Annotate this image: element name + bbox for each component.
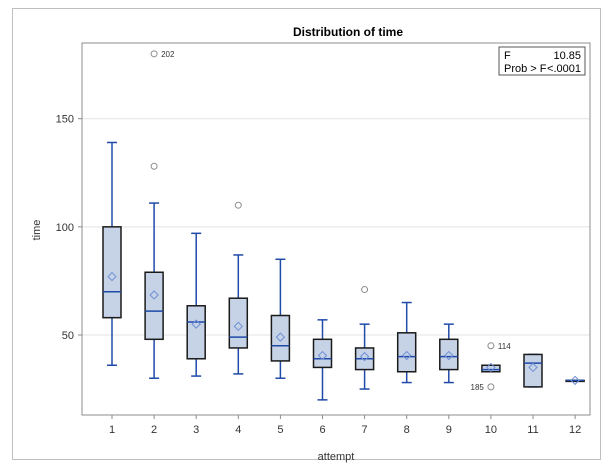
y-axis-label: time: [31, 220, 43, 241]
box-iqr: [270, 314, 291, 362]
x-tick-label: 10: [485, 424, 497, 436]
mean-marker: [233, 321, 244, 332]
box-iqr: [439, 338, 459, 371]
box-iqr: [523, 353, 543, 388]
x-tick-label: 4: [235, 424, 241, 436]
grid-layer: [82, 118, 590, 336]
box-group-3: [186, 232, 206, 377]
x-tick-label: 11: [527, 424, 538, 436]
box-group-5: [270, 258, 291, 379]
box-group-7: [354, 323, 375, 390]
box-iqr: [312, 338, 333, 369]
box-iqr: [228, 297, 249, 349]
x-tick-label: 8: [404, 424, 410, 436]
x-tick-label: 9: [446, 424, 452, 436]
box-group-6: [312, 319, 333, 401]
legend-value-prob: <.0001: [547, 63, 581, 75]
x-axis: 1 2 3 4 5 6 7 8 9 10 11 12: [109, 415, 581, 436]
chart-title: Distribution of time: [293, 25, 403, 39]
mean-marker: [107, 271, 117, 282]
mean-marker: [149, 290, 159, 300]
mean-marker: [444, 350, 454, 361]
x-tick-label: 1: [109, 424, 115, 436]
outlier-point: [361, 286, 369, 294]
x-tick-label: 5: [277, 424, 283, 436]
outlier-point: [487, 342, 495, 350]
chart-border: [12, 8, 601, 460]
y-tick-label: 100: [56, 222, 74, 234]
box-group-2: [144, 202, 164, 379]
legend-label-f: F: [504, 50, 511, 62]
box-iqr: [396, 332, 417, 373]
mean-marker: [570, 375, 580, 386]
mean-marker: [275, 332, 286, 342]
outlier-label: 114: [498, 342, 511, 351]
legend-label-prob: Prob > F: [504, 63, 547, 75]
outlier-point: [150, 162, 158, 170]
box-group-9: [439, 323, 459, 384]
outlier-point: [487, 383, 495, 391]
mean-marker: [359, 351, 370, 362]
box-group-10: [481, 362, 501, 373]
x-tick-label: 12: [569, 424, 581, 436]
legend-box: [498, 46, 586, 76]
mean-marker: [401, 350, 412, 361]
stats-legend: F 10.85 Prob > F <.0001: [498, 46, 586, 76]
box-group-11: [523, 353, 543, 388]
box-group-8: [396, 301, 417, 384]
x-tick-label: 7: [362, 424, 368, 436]
x-tick-label: 2: [151, 424, 157, 436]
y-tick-label: 150: [56, 114, 74, 126]
y-axis: 50 100 150: [56, 114, 82, 342]
outliers-layer: 202 114 185: [150, 50, 511, 392]
plot-area-border: [81, 42, 591, 416]
box-group-12: [565, 375, 585, 386]
outlier-label: 202: [161, 50, 175, 59]
y-tick-label: 50: [62, 330, 74, 342]
outlier-point: [234, 201, 242, 209]
mean-marker: [317, 350, 328, 361]
outlier-label: 185: [471, 383, 485, 392]
box-iqr: [186, 305, 206, 360]
x-tick-label: 6: [319, 424, 325, 436]
outlier-point: [150, 50, 158, 58]
legend-value-f: 10.85: [553, 50, 581, 62]
box-group-4: [228, 254, 249, 375]
x-tick-label: 3: [193, 424, 199, 436]
mean-marker: [191, 319, 201, 329]
box-iqr: [144, 271, 164, 341]
mean-marker: [486, 362, 496, 373]
boxes-layer: [102, 141, 585, 401]
box-group-1: [102, 141, 122, 367]
x-axis-label: attempt: [318, 451, 355, 463]
mean-marker: [528, 362, 538, 373]
